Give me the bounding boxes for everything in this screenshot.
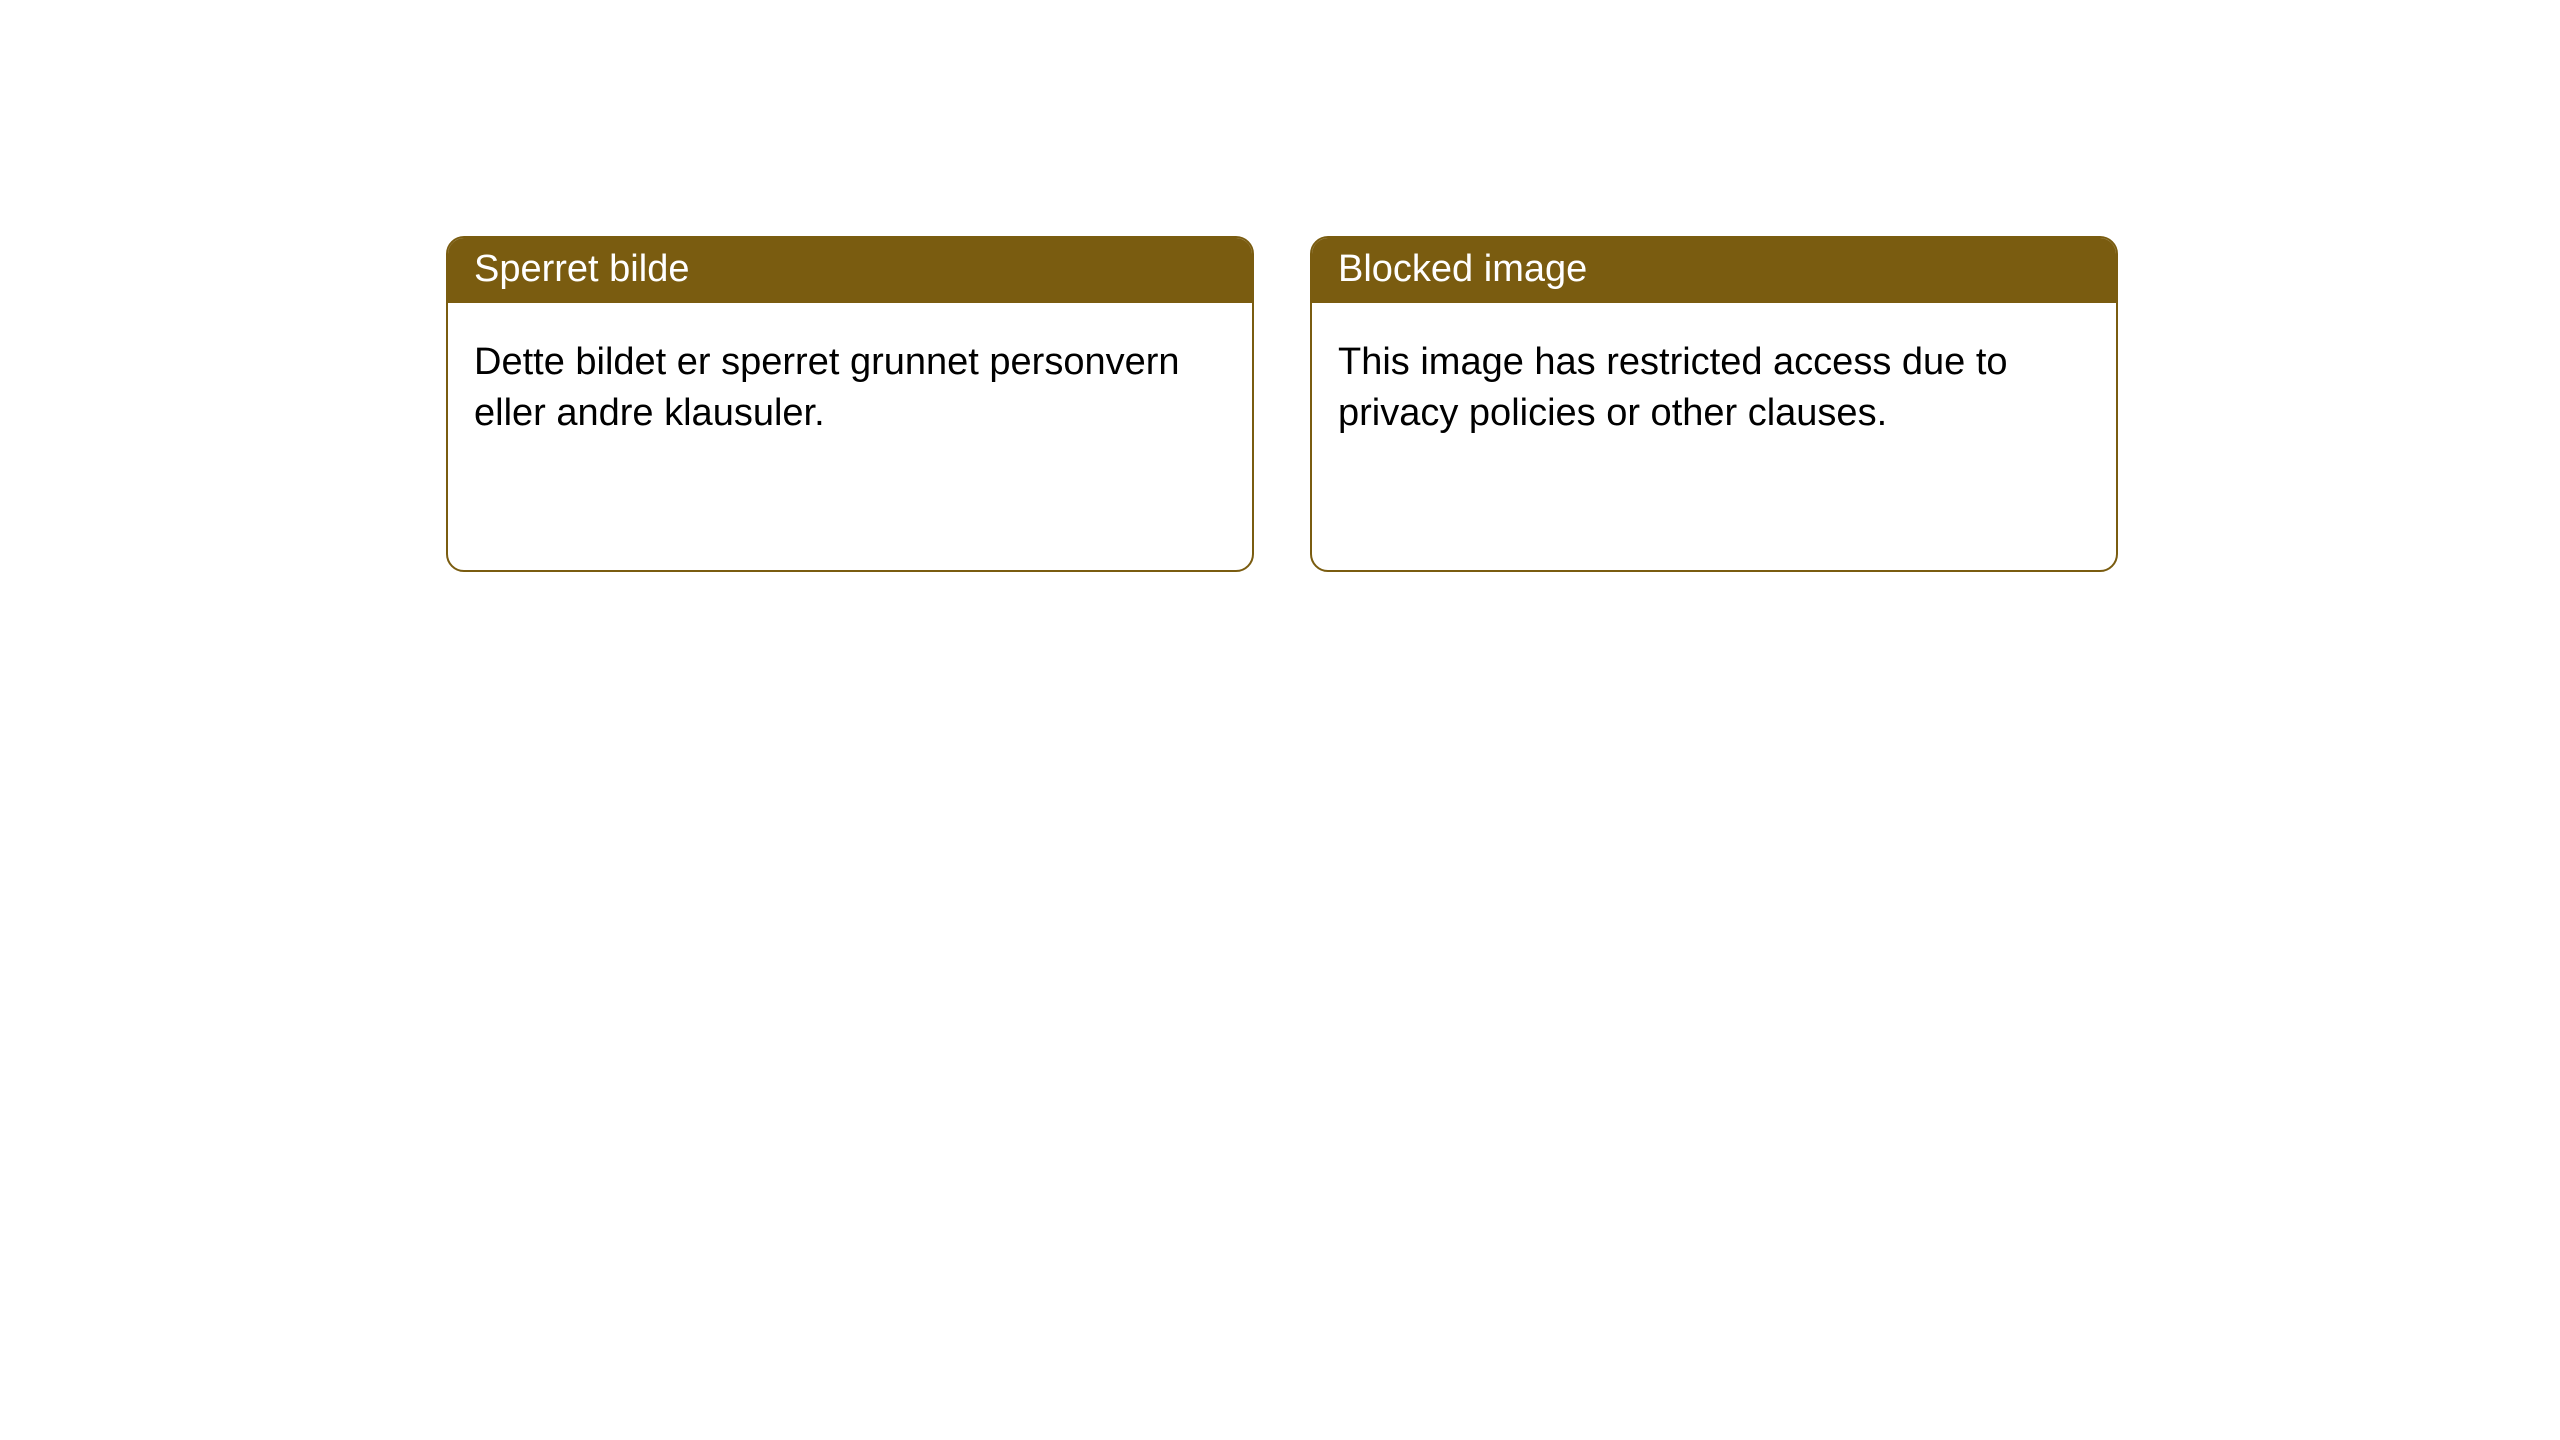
notice-card-norwegian: Sperret bilde Dette bildet er sperret gr… [446, 236, 1254, 572]
card-body: Dette bildet er sperret grunnet personve… [448, 303, 1252, 466]
card-header: Blocked image [1312, 238, 2116, 303]
card-title: Sperret bilde [474, 248, 689, 290]
card-header: Sperret bilde [448, 238, 1252, 303]
card-body: This image has restricted access due to … [1312, 303, 2116, 466]
notice-card-english: Blocked image This image has restricted … [1310, 236, 2118, 572]
notice-cards-container: Sperret bilde Dette bildet er sperret gr… [0, 0, 2560, 572]
card-body-text: Dette bildet er sperret grunnet personve… [474, 341, 1180, 434]
card-body-text: This image has restricted access due to … [1338, 341, 2008, 434]
card-title: Blocked image [1338, 248, 1587, 290]
